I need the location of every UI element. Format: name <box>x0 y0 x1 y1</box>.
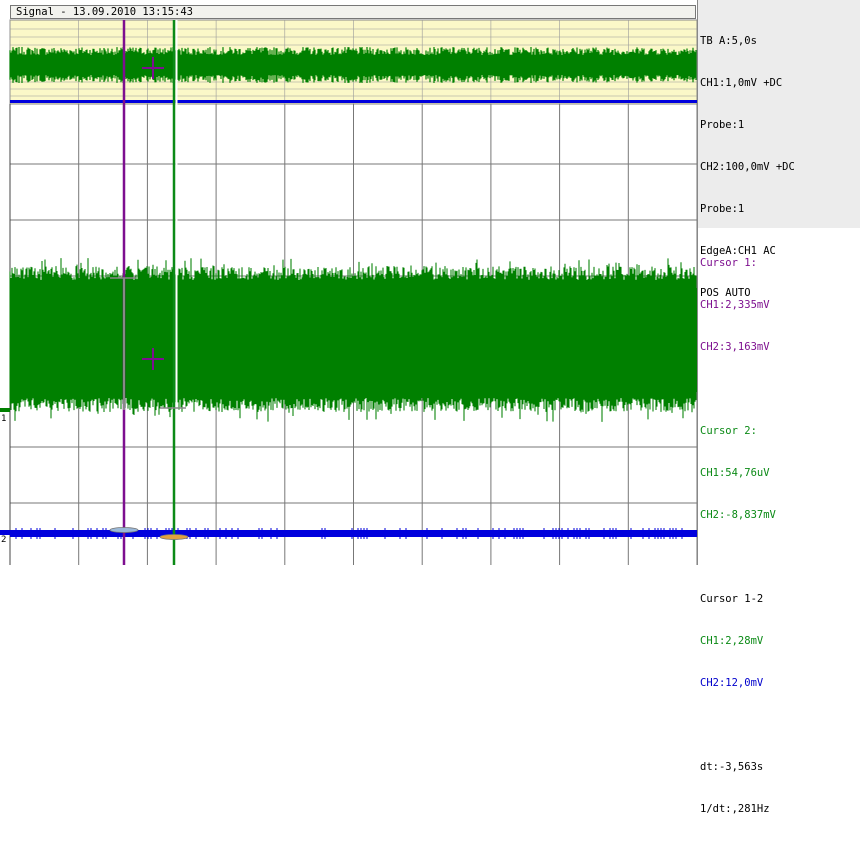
ch1-probe-label: Probe:1 <box>700 119 745 131</box>
cursor1-ch1-value: CH1:2,335mV <box>700 299 770 311</box>
settings-readout: TB A:5,0s CH1:1,0mV +DC Probe:1 CH2:100,… <box>698 0 860 299</box>
cursor2-ch2-value: CH2:-8,837mV <box>700 509 776 521</box>
scope-display[interactable]: 1 2 Signal - 13.09.2010 13:15:43 <box>0 0 698 565</box>
ch1-ground-arrow <box>0 408 10 412</box>
cursor2-ch1-value: CH1:54,76uV <box>700 467 770 479</box>
cursor1-title: Cursor 1: <box>700 257 757 269</box>
ch2-ground-arrow <box>0 530 10 535</box>
timebase-label: TB A:5,0s <box>700 35 757 47</box>
ch2-setting-label: CH2:100,0mV +DC <box>700 161 795 173</box>
cursor2-title: Cursor 2: <box>700 425 757 437</box>
measurement-panel: TB A:5,0s CH1:1,0mV +DC Probe:1 CH2:100,… <box>697 0 860 815</box>
ch1-trace <box>9 258 697 422</box>
cursor2-ch2-marker <box>159 534 189 540</box>
ch2-trace <box>10 528 697 539</box>
ch1-noise-core <box>10 288 697 392</box>
ch1-setting-label: CH1:1,0mV +DC <box>700 77 783 89</box>
delta-time-value: dt:-3,563s <box>700 761 764 773</box>
ch2-probe-label: Probe:1 <box>700 203 745 215</box>
ch2-noise-spikes <box>15 528 683 539</box>
cursor-diff-ch1-value: CH1:2,28mV <box>700 635 764 647</box>
signal-title: Signal - 13.09.2010 13:15:43 <box>10 5 696 19</box>
cursor1-ch2-value: CH2:3,163mV <box>700 341 770 353</box>
ch2-main-trace <box>10 530 697 537</box>
ch1-ground-marker: 1 <box>1 414 6 424</box>
cursor-lines <box>0 20 189 565</box>
waveform-canvas[interactable]: 1 2 <box>0 0 698 565</box>
ch1-overview-trace <box>9 47 697 83</box>
overview-traces <box>9 47 697 103</box>
cursor-diff-ch2-value: CH2:12,0mV <box>700 677 764 689</box>
ch2-overview-trace <box>10 100 697 103</box>
cursor1-ch2-marker <box>109 527 139 533</box>
trigger-label: EdgeA:CH1 AC <box>700 245 776 257</box>
position-label: POS AUTO <box>700 287 751 299</box>
ch2-ground-marker: 2 <box>1 535 6 545</box>
cursor-diff-title: Cursor 1-2 <box>700 593 764 605</box>
inverse-delta-time-value: 1/dt:,281Hz <box>700 803 770 815</box>
cursor-readout: Cursor 1: CH1:2,335mV CH2:3,163mV Cursor… <box>698 228 776 844</box>
